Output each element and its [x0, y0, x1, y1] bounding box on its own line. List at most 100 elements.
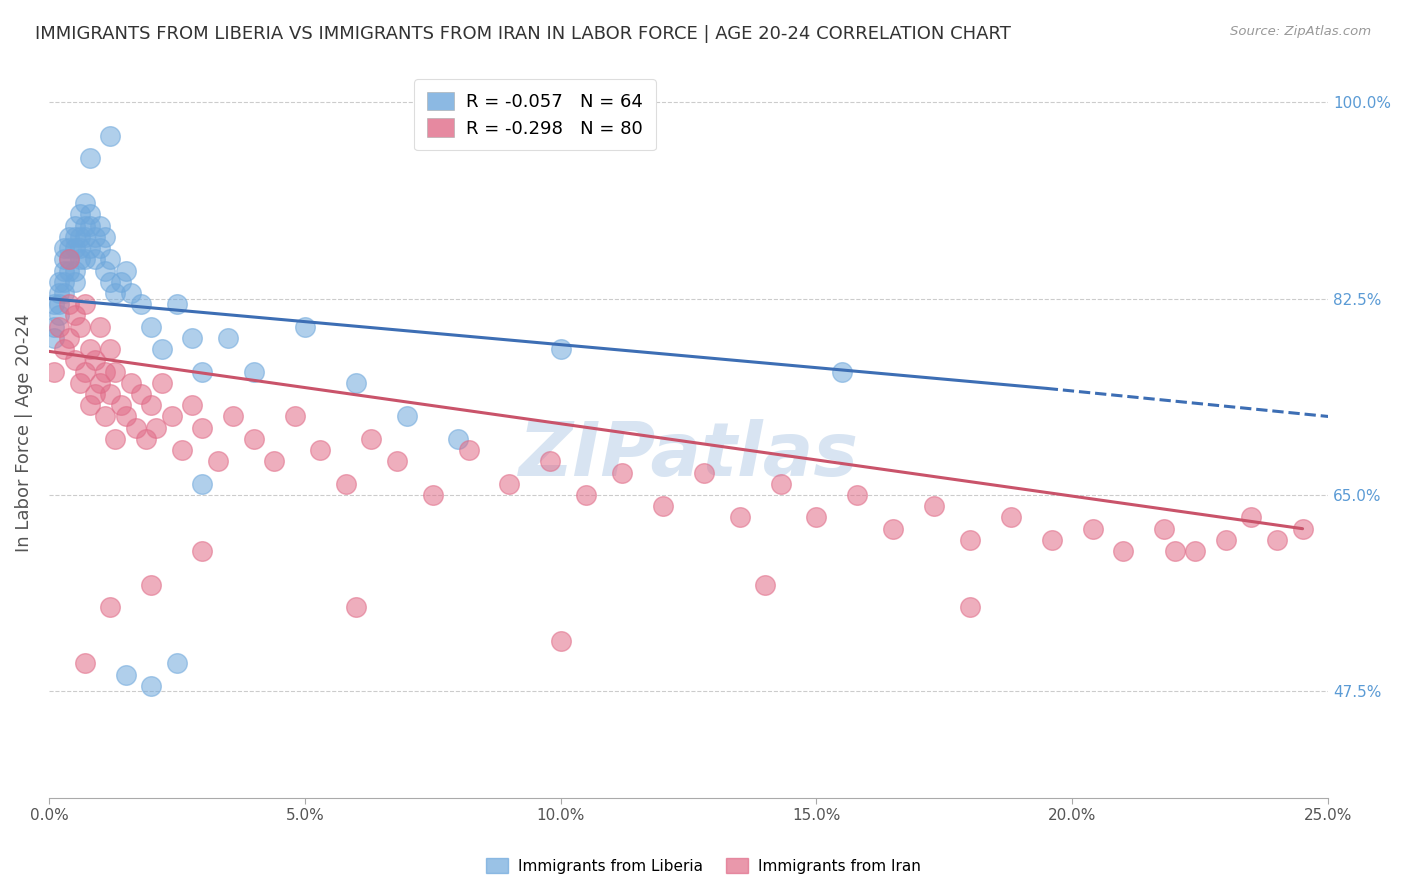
Point [422, 488, 444, 502]
Point [73, 230, 96, 244]
Point [69, 319, 91, 334]
Point [1215, 533, 1237, 547]
Point [89, 319, 111, 334]
Point [263, 454, 285, 468]
Point [69, 252, 91, 267]
Point [63, 275, 86, 289]
Point [141, 679, 163, 693]
Point [754, 578, 776, 592]
Point [120, 285, 142, 300]
Point [114, 409, 136, 424]
Point [385, 454, 408, 468]
Legend: R = -0.057   N = 64, R = -0.298   N = 80: R = -0.057 N = 64, R = -0.298 N = 80 [415, 79, 657, 150]
Point [959, 533, 981, 547]
Point [73, 657, 96, 671]
Point [100, 275, 122, 289]
Point [104, 432, 127, 446]
Point [100, 600, 122, 615]
Point [58, 331, 80, 345]
Point [1040, 533, 1063, 547]
Point [160, 409, 183, 424]
Text: Source: ZipAtlas.com: Source: ZipAtlas.com [1230, 25, 1371, 38]
Point [129, 387, 152, 401]
Point [53, 342, 76, 356]
Point [242, 432, 264, 446]
Point [652, 500, 675, 514]
Point [222, 409, 245, 424]
Point [110, 398, 132, 412]
Point [922, 500, 945, 514]
Point [242, 365, 264, 379]
Point [42, 297, 65, 311]
Point [550, 634, 572, 648]
Point [191, 420, 214, 434]
Point [1240, 510, 1263, 524]
Point [84, 353, 107, 368]
Point [69, 241, 91, 255]
Point [335, 476, 357, 491]
Point [344, 376, 367, 390]
Point [141, 578, 163, 592]
Point [360, 432, 382, 446]
Point [94, 263, 117, 277]
Point [457, 443, 479, 458]
Point [769, 476, 792, 491]
Point [728, 510, 751, 524]
Point [89, 219, 111, 233]
Point [79, 342, 101, 356]
Point [94, 365, 117, 379]
Point [959, 600, 981, 615]
Point [104, 365, 127, 379]
Point [170, 443, 193, 458]
Y-axis label: In Labor Force | Age 20-24: In Labor Force | Age 20-24 [15, 314, 32, 552]
Point [63, 309, 86, 323]
Point [181, 331, 204, 345]
Point [58, 263, 80, 277]
Point [150, 342, 173, 356]
Point [73, 297, 96, 311]
Point [1184, 544, 1206, 558]
Point [48, 297, 70, 311]
Point [79, 398, 101, 412]
Point [100, 387, 122, 401]
Point [48, 285, 70, 300]
Point [538, 454, 561, 468]
Point [63, 263, 86, 277]
Point [69, 376, 91, 390]
Point [73, 252, 96, 267]
Point [284, 409, 307, 424]
Point [1291, 522, 1313, 536]
Point [100, 252, 122, 267]
Point [150, 376, 173, 390]
Point [294, 319, 316, 334]
Point [141, 398, 163, 412]
Legend: Immigrants from Liberia, Immigrants from Iran: Immigrants from Liberia, Immigrants from… [479, 852, 927, 880]
Point [84, 230, 107, 244]
Point [207, 454, 229, 468]
Point [141, 319, 163, 334]
Point [1000, 510, 1022, 524]
Point [1081, 522, 1104, 536]
Point [73, 196, 96, 211]
Point [79, 207, 101, 221]
Point [94, 409, 117, 424]
Point [53, 263, 76, 277]
Point [882, 522, 904, 536]
Point [84, 387, 107, 401]
Text: ZIPatlas: ZIPatlas [519, 418, 859, 491]
Point [120, 376, 142, 390]
Point [396, 409, 419, 424]
Point [191, 476, 214, 491]
Point [1112, 544, 1135, 558]
Point [69, 230, 91, 244]
Point [53, 252, 76, 267]
Point [104, 285, 127, 300]
Point [550, 342, 572, 356]
Point [79, 151, 101, 165]
Point [58, 230, 80, 244]
Point [1265, 533, 1288, 547]
Point [48, 309, 70, 323]
Point [58, 252, 80, 267]
Point [114, 263, 136, 277]
Point [63, 353, 86, 368]
